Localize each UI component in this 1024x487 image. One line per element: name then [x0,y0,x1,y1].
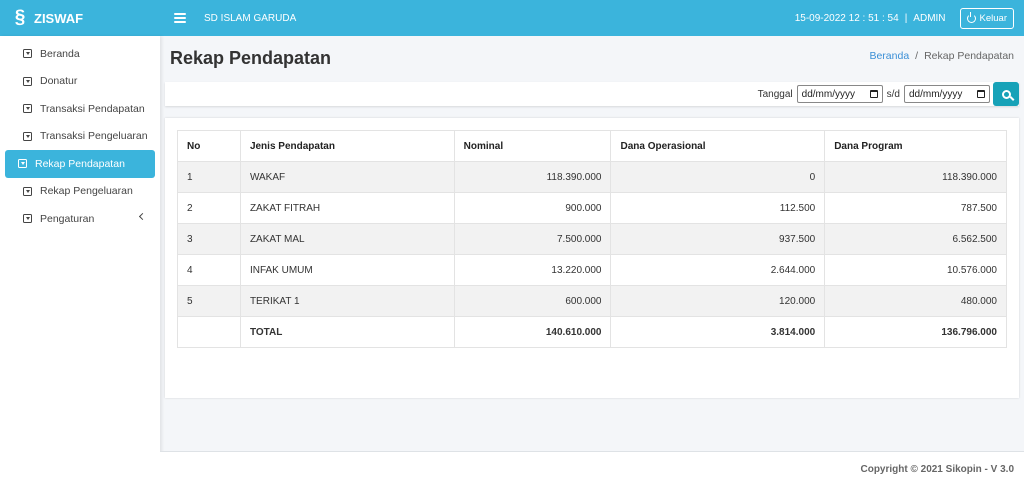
column-header-no: No [177,130,241,162]
cell-nominal: 900.000 [453,192,612,224]
caret-square-down-icon [23,186,32,196]
cell-dana-operasional: 2.644.000 [610,254,826,286]
brand-name: ZISWAF [34,10,84,26]
caret-square-down-icon [23,131,32,141]
table-row: 3 ZAKAT MAL 7.500.000 937.500 6.562.500 [177,223,1007,255]
breadcrumb-home-link[interactable]: Beranda [869,50,910,62]
cell-total-nominal: 140.610.000 [453,316,612,348]
search-icon [1001,89,1011,99]
cell-jenis: ZAKAT FITRAH [239,192,455,224]
footer: Copyright © 2021 Sikopin - V 3.0 [160,451,1024,487]
cell-total-dana-operasional: 3.814.000 [610,316,826,348]
caret-square-down-icon [23,104,32,114]
sidebar-item-label: Beranda [40,47,80,60]
calendar-icon[interactable] [869,90,878,98]
date-filter-label: Tanggal [757,88,793,100]
sidebar: Beranda Donatur Transaksi Pendapatan Tra… [0,36,160,487]
date-to-input[interactable]: dd/mm/yyyy [904,85,990,103]
cell-dana-program: 118.390.000 [824,161,1007,193]
table-row: 2 ZAKAT FITRAH 900.000 112.500 787.500 [177,192,1007,224]
cell-dana-program: 787.500 [824,192,1007,224]
cell-dana-operasional: 0 [610,161,826,193]
caret-square-down-icon [18,159,27,169]
column-header-dana-program: Dana Program [824,130,1007,162]
breadcrumb-separator: / [915,50,919,62]
sidebar-item-label: Rekap Pendapatan [35,157,125,170]
cell-nominal: 13.220.000 [453,254,612,286]
cell-dana-program: 480.000 [824,285,1007,317]
cell-jenis: ZAKAT MAL [239,223,455,255]
cell-no: 4 [177,254,241,286]
search-button[interactable] [993,82,1019,106]
report-card: No Jenis Pendapatan Nominal Dana Operasi… [165,118,1019,398]
cell-jenis: WAKAF [239,161,455,193]
cell-nominal: 7.500.000 [453,223,612,255]
cell-jenis: INFAK UMUM [239,254,455,286]
cell-no: 3 [177,223,241,255]
column-header-nominal: Nominal [453,130,612,162]
sidebar-item-donatur[interactable]: Donatur [5,68,155,96]
income-recap-table: No Jenis Pendapatan Nominal Dana Operasi… [177,130,1007,348]
sidebar-item-transaksi-pendapatan[interactable]: Transaksi Pendapatan [5,95,155,123]
copyright-text: Copyright © 2021 Sikopin - V 3.0 [860,464,1014,475]
column-header-jenis-pendapatan: Jenis Pendapatan [239,130,455,162]
datetime-display: 15-09-2022 12 : 51 : 54 [794,12,899,24]
sidebar-item-pengaturan[interactable]: Pengaturan [5,205,155,233]
caret-square-down-icon [23,76,32,86]
table-total-row: TOTAL 140.610.000 3.814.000 136.796.000 [177,316,1007,348]
date-to-placeholder: dd/mm/yyyy [909,88,963,100]
cell-total-label: TOTAL [239,316,455,348]
ziswaf-logo-icon: § [14,7,26,28]
caret-square-down-icon [23,214,32,224]
user-name: ADMIN [913,12,946,24]
cell-total-no [177,316,241,348]
sidebar-item-label: Transaksi Pengeluaran [40,130,148,143]
page-title: Rekap Pendapatan [170,48,332,68]
table-row: 5 TERIKAT 1 600.000 120.000 480.000 [177,285,1007,317]
table-row: 1 WAKAF 118.390.000 0 118.390.000 [177,161,1007,193]
cell-dana-operasional: 112.500 [610,192,826,224]
table-header-row: No Jenis Pendapatan Nominal Dana Operasi… [177,130,1007,162]
chevron-left-icon [138,212,147,221]
caret-square-down-icon [23,49,32,59]
sidebar-item-label: Rekap Pengeluaran [40,185,133,198]
cell-nominal: 118.390.000 [453,161,612,193]
date-from-input[interactable]: dd/mm/yyyy [796,85,883,103]
cell-dana-program: 6.562.500 [824,223,1007,255]
brand[interactable]: § ZISWAF [0,0,160,36]
sidebar-item-label: Transaksi Pendapatan [40,102,145,115]
main-content: Rekap Pendapatan Beranda / Rekap Pendapa… [160,36,1024,487]
column-header-dana-operasional: Dana Operasional [610,130,826,162]
sidebar-item-beranda[interactable]: Beranda [5,40,155,68]
cell-total-dana-program: 136.796.000 [824,316,1007,348]
date-range-separator: s/d [886,88,900,100]
cell-dana-operasional: 120.000 [610,285,826,317]
breadcrumb-current: Rekap Pendapatan [924,50,1014,62]
power-icon [966,11,976,23]
cell-no: 5 [177,285,241,317]
logout-button[interactable]: Keluar [959,7,1014,29]
cell-dana-program: 10.576.000 [824,254,1007,286]
calendar-icon[interactable] [977,90,985,98]
sidebar-item-rekap-pendapatan[interactable]: Rekap Pendapatan [5,150,155,178]
date-from-placeholder: dd/mm/yyyy [801,88,855,100]
cell-jenis: TERIKAT 1 [239,285,455,317]
cell-dana-operasional: 937.500 [610,223,826,255]
sidebar-item-rekap-pengeluaran[interactable]: Rekap Pengeluaran [5,178,155,206]
menu-toggle-icon[interactable] [174,13,186,23]
logout-label: Keluar [979,12,1007,24]
cell-no: 2 [177,192,241,224]
sidebar-item-label: Donatur [40,75,78,88]
date-filter-bar: Tanggal dd/mm/yyyy s/d dd/mm/yyyy [165,82,1019,106]
table-row: 4 INFAK UMUM 13.220.000 2.644.000 10.576… [177,254,1007,286]
cell-no: 1 [177,161,241,193]
breadcrumb: Beranda / Rekap Pendapatan [869,50,1014,62]
school-name: SD ISLAM GARUDA [204,12,297,24]
cell-nominal: 600.000 [453,285,612,317]
sidebar-item-label: Pengaturan [40,212,95,225]
sidebar-item-transaksi-pengeluaran[interactable]: Transaksi Pengeluaran [5,123,155,151]
top-navbar: § ZISWAF SD ISLAM GARUDA 15-09-2022 12 :… [0,0,1024,36]
